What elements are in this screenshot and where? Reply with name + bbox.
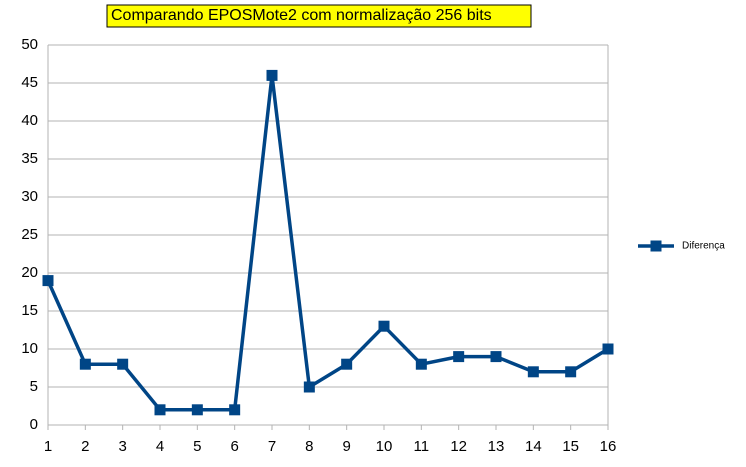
x-tick-label: 14 [525,438,542,455]
marker [42,275,54,287]
marker [191,404,203,416]
x-tick-label: 16 [600,438,617,455]
x-tick-label: 1 [44,438,52,455]
x-tick-label: 8 [305,438,313,455]
legend-label: Diferença [682,241,725,252]
marker [79,358,91,370]
marker [303,381,315,393]
marker [565,366,577,378]
y-tick-label: 20 [21,264,38,281]
y-tick-label: 25 [21,226,38,243]
marker [602,343,614,355]
marker [415,358,427,370]
y-tick-label: 10 [21,340,38,357]
x-tick-label: 12 [450,438,467,455]
marker [453,351,465,363]
y-tick-label: 50 [21,36,38,53]
x-tick-label: 13 [488,438,505,455]
y-tick-label: 5 [30,378,38,395]
x-tick-label: 2 [81,438,89,455]
chart-title: Comparando EPOSMote2 com normalização 25… [111,7,492,24]
x-tick-label: 11 [414,438,430,455]
y-tick-label: 45 [21,74,38,91]
title-box [106,4,532,28]
marker [117,358,129,370]
marker [266,69,278,81]
series-line [46,73,609,412]
x-tick-label: 3 [118,438,126,455]
marker [341,358,353,370]
x-tick-label: 6 [230,438,238,455]
legend-marker [650,240,662,252]
y-tick-label: 0 [30,416,38,433]
x-tick-label: 15 [562,438,579,455]
marker [527,366,539,378]
y-tick-label: 35 [21,150,38,167]
y-tick-label: 15 [21,302,38,319]
marker [229,404,241,416]
marker [154,404,166,416]
y-tick-label: 30 [21,188,38,205]
x-tick-label: 7 [268,438,276,455]
x-tick-label: 9 [342,438,350,455]
x-tick-label: 10 [376,438,393,455]
marker [378,320,390,332]
x-tick-label: 5 [193,438,201,455]
x-tick-label: 4 [156,438,164,455]
y-tick-label: 40 [21,112,38,129]
marker [490,351,502,363]
